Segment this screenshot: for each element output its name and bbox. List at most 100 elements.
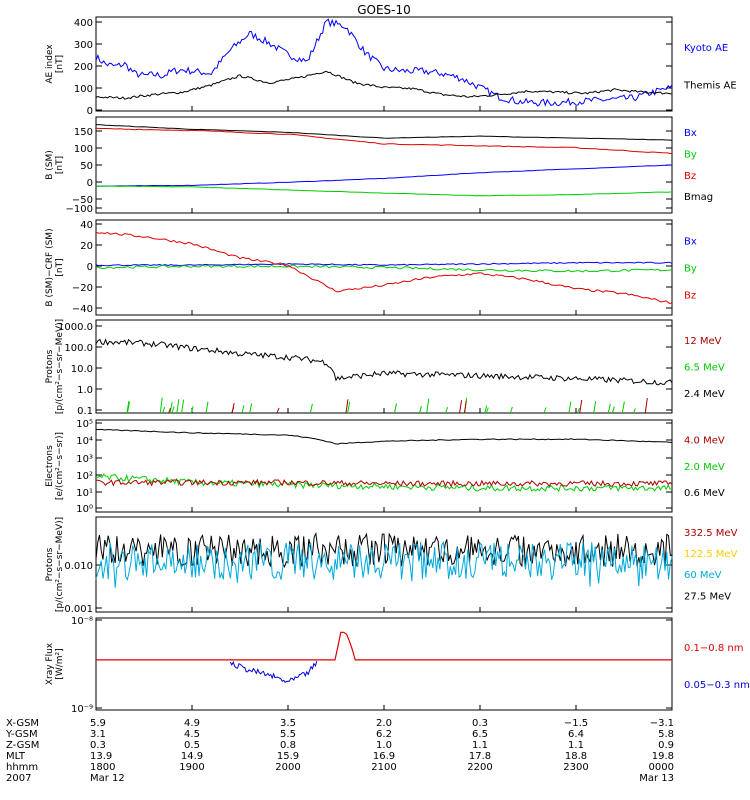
- footer-row-label: Z-GSM: [6, 740, 39, 751]
- panel-4-ytick-label: 1.0: [77, 385, 93, 396]
- panel-5-ylabel: [e/(cm²−s−sr)]: [55, 432, 65, 500]
- panel-5-legend-1: 4.0 MeV: [684, 436, 725, 447]
- protons-6-5-mev-spike: [126, 400, 130, 414]
- footer-value: 4.9: [184, 718, 200, 729]
- footer-value: 1.0: [376, 740, 392, 751]
- footer-row-label: 2007: [6, 773, 31, 784]
- footer-value: 1.1: [472, 740, 488, 751]
- footer-value: 5.9: [90, 718, 106, 729]
- panel-3-legend-3: Bz: [684, 291, 696, 302]
- panel-1-ytick-label: 200: [74, 62, 93, 73]
- protons-6-5-mev-spike: [484, 405, 488, 414]
- protons-6-5-mev-spike: [418, 405, 422, 414]
- panel-5-ytick-label: 10⁵: [76, 419, 93, 430]
- protons-6-5-mev-spike: [181, 399, 185, 414]
- protons-6-5-mev-spike: [176, 399, 180, 414]
- panel-4-ylabel: [p/(cm²−s−sr−MeV)]: [55, 319, 65, 414]
- protons-12-mev-spike: [168, 407, 172, 414]
- protons-6-5-mev-spike: [607, 403, 611, 414]
- footer-value: 18.8: [565, 751, 587, 762]
- panel-7-ytick-label: 10⁻⁸: [71, 616, 93, 627]
- panel-2-legend-1: Bx: [684, 128, 697, 139]
- panel-1-ytick-label: 300: [74, 40, 93, 51]
- panel-2-legend-2: By: [684, 150, 697, 161]
- electrons-0-6-mev-line: [95, 428, 673, 445]
- panel-4-ytick-label: 10.0: [71, 364, 93, 375]
- footer-value: 1800: [90, 762, 115, 773]
- protons-6-5-mev-spike: [393, 403, 397, 414]
- panel-5-ylabel: Electrons: [45, 445, 55, 487]
- protons-6-5-mev-spike: [159, 397, 163, 414]
- footer-value: 0000: [649, 762, 674, 773]
- footer-value: 19.8: [652, 751, 674, 762]
- footer-value: 2000: [275, 762, 300, 773]
- panel-3-frame: [95, 219, 673, 316]
- protons-6-5-mev-spike: [621, 401, 625, 414]
- protons-12-mev-spike: [231, 407, 235, 414]
- protons-6-5-mev-spike: [205, 401, 209, 414]
- protons-27-5-mev-line: [95, 531, 673, 569]
- footer-value: 2300: [563, 762, 588, 773]
- b-sm-bmag-line: [95, 124, 673, 141]
- panel-3-ytick-label: −40: [72, 304, 93, 315]
- protons-6-5-mev-spike: [426, 398, 430, 414]
- footer-value: 0.3: [472, 718, 488, 729]
- panel-2-ytick-label: −50: [72, 195, 93, 206]
- panel-1-ytick-label: 0: [87, 106, 93, 117]
- db-by-line: [95, 264, 673, 273]
- panel-4-ytick-label: 100.0: [64, 343, 93, 354]
- panel-4-legend-1: 12 MeV: [684, 336, 722, 347]
- panel-4-legend-3: 2.4 MeV: [684, 389, 725, 400]
- footer-value: 2100: [371, 762, 396, 773]
- panel-7-ylabel: Xray Flux: [45, 642, 55, 685]
- kyoto-ae-line: [95, 18, 673, 107]
- panel-2-ylabel: B (SM): [45, 150, 55, 180]
- footer-value: 13.9: [90, 751, 112, 762]
- chart-title: GOES-10: [357, 3, 411, 17]
- footer-row-label: Y-GSM: [5, 729, 38, 740]
- protons-6-5-mev-spike: [171, 406, 175, 414]
- panel-2-legend-4: Bmag: [684, 192, 713, 203]
- footer-value: 0.9: [658, 740, 674, 751]
- b-sm-bx-line: [95, 164, 673, 187]
- electrons-2-0-mev-line: [95, 473, 673, 493]
- panel-2-ytick-label: 50: [80, 161, 93, 172]
- b-sm-by-line: [95, 185, 673, 197]
- panel-7-ytick-label: 10⁻⁹: [71, 704, 93, 715]
- protons-6-5-mev-spike: [509, 406, 513, 414]
- footer-value: 17.8: [469, 751, 491, 762]
- footer-value: 2.0: [376, 718, 392, 729]
- panel-5-ytick-label: 10²: [76, 471, 93, 482]
- panel-3-ytick-label: 20: [80, 241, 93, 252]
- protons-6-5-mev-spike: [190, 405, 194, 414]
- panel-5-ytick-label: 10¹: [76, 488, 93, 499]
- panel-4-frame: [95, 319, 673, 414]
- panel-6-legend-2: 122.5 MeV: [684, 549, 738, 560]
- footer-value: 14.9: [181, 751, 203, 762]
- panel-1-ytick-label: 400: [74, 18, 93, 29]
- footer-value: Mar 12: [90, 773, 125, 784]
- panel-6-legend-4: 27.5 MeV: [684, 591, 731, 602]
- xray-long-line: [96, 631, 672, 661]
- protons-12-mev-spike: [644, 397, 648, 414]
- panel-4-ylabel: Protons: [45, 349, 55, 383]
- footer-value: 1.1: [568, 740, 584, 751]
- protons-6-5-mev-spike: [249, 403, 253, 414]
- panel-5-legend-3: 0.6 MeV: [684, 488, 725, 499]
- footer-value: 0.3: [90, 740, 106, 751]
- protons-6-5-mev-spike: [485, 407, 489, 414]
- protons-6-5-mev-spike: [241, 405, 245, 414]
- footer-value: 3.5: [280, 718, 296, 729]
- panel-6-legend-3: 60 MeV: [684, 570, 722, 581]
- panel-4-ytick-label: 0.1: [77, 406, 93, 417]
- footer-value: 1900: [179, 762, 204, 773]
- footer-value: 5.5: [280, 729, 296, 740]
- panel-3-legend-1: Bx: [684, 236, 697, 247]
- protons-60-mev-line: [95, 540, 673, 588]
- protons-6-5-mev-spike: [568, 401, 572, 414]
- footer-value: Mar 13: [639, 773, 674, 784]
- panel-3-legend-2: By: [684, 264, 697, 275]
- footer-value: 6.2: [376, 729, 392, 740]
- footer-row-label: hhmm: [6, 762, 38, 773]
